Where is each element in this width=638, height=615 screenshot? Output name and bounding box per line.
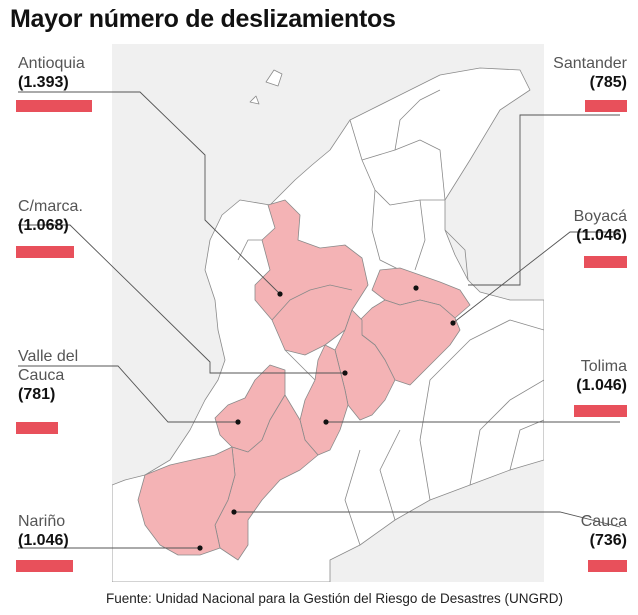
label-valle: Valle del Cauca (781): [18, 347, 78, 404]
map-clip-group: [112, 67, 544, 582]
leader-dots: [197, 285, 456, 551]
label-santander: Santander (785): [553, 54, 627, 92]
bar-valle: [16, 422, 58, 434]
label-antioquia-value: (1.393): [18, 74, 69, 91]
region-antioquia: [254, 199, 369, 356]
label-cauca: Cauca (736): [581, 512, 627, 550]
label-tolima-name: Tolima: [580, 358, 627, 375]
label-boyaca-name: Boyacá: [573, 208, 627, 225]
label-cauca-name: Cauca: [580, 513, 627, 530]
label-boyaca-value: (1.046): [576, 227, 627, 244]
label-valle-name-line1: Valle del: [18, 348, 79, 365]
label-cmarca: C/marca. (1.068): [18, 197, 83, 235]
label-cmarca-value: (1.068): [18, 217, 69, 234]
label-tolima: Tolima (1.046): [576, 357, 627, 395]
island-2: [249, 95, 260, 105]
label-valle-value: (781): [18, 386, 56, 403]
island: [265, 69, 283, 87]
bar-cauca: [588, 560, 627, 572]
label-narino-name: Nariño: [18, 513, 66, 530]
label-narino: Nariño (1.046): [18, 512, 69, 550]
bar-cmarca: [16, 246, 74, 258]
label-tolima-value: (1.046): [576, 377, 627, 394]
map-title: Mayor número de deslizamientos: [10, 5, 396, 33]
label-narino-value: (1.046): [18, 532, 69, 549]
label-santander-value: (785): [589, 74, 627, 91]
label-antioquia: Antioquia (1.393): [18, 54, 85, 92]
label-boyaca: Boyacá (1.046): [574, 207, 627, 245]
bar-tolima: [574, 405, 627, 417]
bar-antioquia: [16, 100, 92, 112]
bar-boyaca: [584, 256, 627, 268]
bar-santander: [585, 100, 627, 112]
bar-narino: [16, 560, 73, 572]
label-santander-name: Santander: [553, 55, 627, 72]
region-narino: [137, 446, 236, 556]
label-cauca-value: (736): [589, 532, 627, 549]
label-valle-name-line2: Cauca: [18, 367, 65, 384]
label-cmarca-name: C/marca.: [18, 198, 83, 215]
label-antioquia-name: Antioquia: [18, 55, 85, 72]
leader-lines: [18, 91, 621, 549]
source-note: Fuente: Unidad Nacional para la Gestión …: [106, 591, 563, 606]
